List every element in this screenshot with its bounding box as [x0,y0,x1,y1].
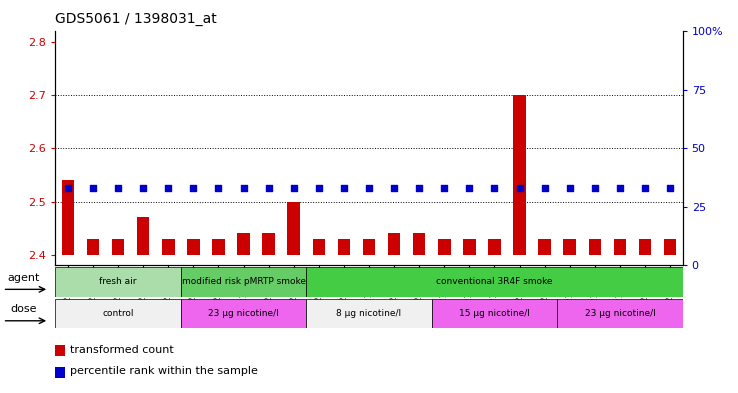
Bar [112,239,124,255]
Bar [238,233,249,255]
Bar [538,239,551,255]
Point [137,185,149,191]
Bar [62,180,75,255]
Text: agent: agent [7,273,39,283]
Point [614,185,626,191]
Bar [564,239,576,255]
Point [564,185,576,191]
Text: fresh air: fresh air [100,277,137,286]
Bar [162,239,174,255]
Bar [287,202,300,255]
Bar [187,239,199,255]
Bar [306,299,432,328]
Text: 15 μg nicotine/l: 15 μg nicotine/l [459,309,530,318]
Bar [213,239,224,255]
Bar [514,95,525,255]
Text: 23 μg nicotine/l: 23 μg nicotine/l [584,309,655,318]
Point [388,185,400,191]
Bar [613,239,626,255]
Bar [263,233,275,255]
Bar [313,239,325,255]
Bar [432,299,557,328]
Text: dose: dose [10,304,36,314]
Bar [663,239,676,255]
Bar [589,239,601,255]
Point [363,185,375,191]
Text: GDS5061 / 1398031_at: GDS5061 / 1398031_at [55,12,217,26]
Bar [638,239,651,255]
Bar [337,239,350,255]
Text: 23 μg nicotine/l: 23 μg nicotine/l [208,309,279,318]
Point [489,185,500,191]
Point [539,185,551,191]
Text: conventional 3R4F smoke: conventional 3R4F smoke [436,277,553,286]
Bar [87,239,99,255]
Point [213,185,224,191]
Bar [55,267,181,297]
Point [263,185,275,191]
Text: percentile rank within the sample: percentile rank within the sample [70,366,258,376]
Bar [463,239,475,255]
Bar [55,299,181,328]
Bar [489,239,500,255]
Point [338,185,350,191]
Point [62,185,74,191]
Bar [137,217,149,255]
Point [112,185,124,191]
Point [187,185,199,191]
Text: control: control [103,309,134,318]
Point [87,185,99,191]
Point [639,185,651,191]
Text: modified risk pMRTP smoke: modified risk pMRTP smoke [182,277,306,286]
Point [162,185,174,191]
Bar [413,233,425,255]
Text: 8 μg nicotine/l: 8 μg nicotine/l [337,309,401,318]
Point [413,185,425,191]
Point [514,185,525,191]
Point [463,185,475,191]
Bar [557,299,683,328]
Point [313,185,325,191]
Bar [55,345,65,356]
Point [288,185,300,191]
Point [664,185,676,191]
Bar [438,239,450,255]
Bar [55,367,65,378]
Point [238,185,249,191]
Bar [306,267,683,297]
Point [589,185,601,191]
Bar [181,299,306,328]
Text: transformed count: transformed count [70,345,174,355]
Bar [181,267,306,297]
Point [438,185,450,191]
Bar [363,239,375,255]
Bar [388,233,400,255]
